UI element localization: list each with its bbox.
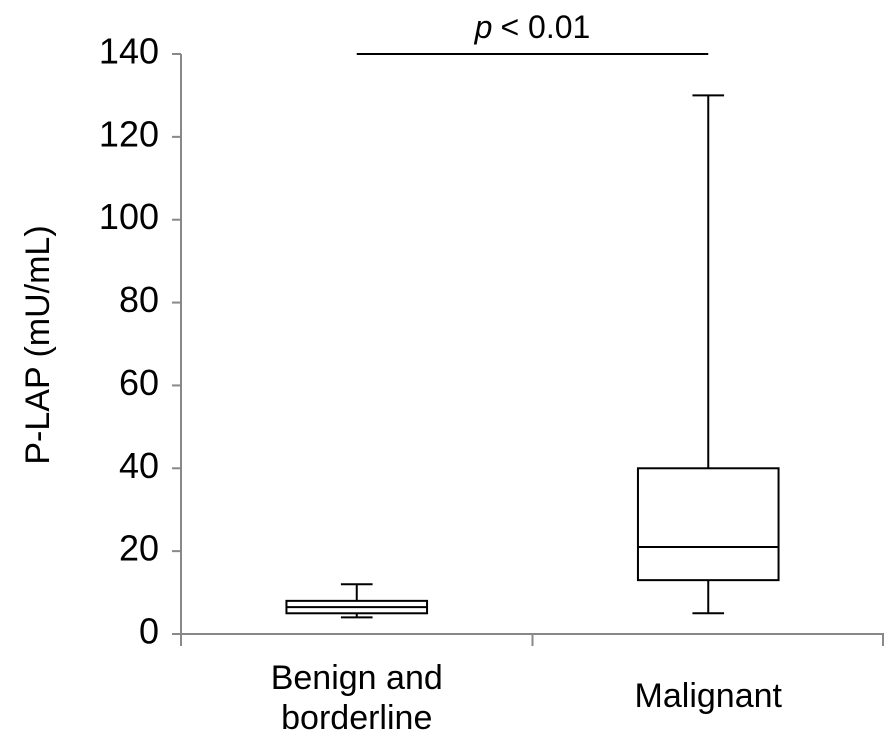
y-tick-label: 140 [99, 31, 159, 72]
y-tick-label: 100 [99, 196, 159, 237]
box [636, 467, 780, 582]
y-tick-label: 80 [119, 279, 159, 320]
y-axis-label: P-LAP (mU/mL) [19, 225, 57, 464]
y-tick-label: 120 [99, 113, 159, 154]
y-tick-label: 40 [119, 445, 159, 486]
y-tick-label: 0 [139, 611, 159, 652]
y-tick-label: 20 [119, 528, 159, 569]
annotation-symbol: p [474, 9, 493, 45]
x-tick-label: Benign and borderline [271, 659, 443, 737]
x-tick-label: Malignant [635, 677, 783, 715]
annotation: p < 0.01 [474, 9, 591, 45]
y-tick-label: 60 [119, 362, 159, 403]
annotation-text: < 0.01 [500, 9, 590, 45]
